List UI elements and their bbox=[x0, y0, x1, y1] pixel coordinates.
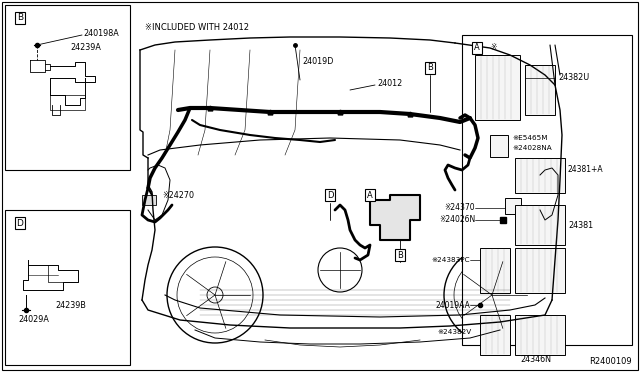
Bar bbox=[142, 195, 156, 205]
Bar bbox=[525, 65, 555, 115]
Text: ※24370: ※24370 bbox=[444, 203, 475, 212]
Bar bbox=[5, 5, 130, 170]
Text: 24029A: 24029A bbox=[18, 315, 49, 324]
Text: ※24270: ※24270 bbox=[162, 190, 194, 199]
Text: B: B bbox=[427, 64, 433, 73]
Text: 24239B: 24239B bbox=[55, 301, 86, 310]
Text: 240198A: 240198A bbox=[83, 29, 119, 38]
Text: ※24028NA: ※24028NA bbox=[512, 145, 552, 151]
Text: ※24383PC: ※24383PC bbox=[431, 257, 470, 263]
Text: 24019D: 24019D bbox=[302, 58, 333, 67]
Text: 24019AA: 24019AA bbox=[435, 301, 470, 310]
Text: ※: ※ bbox=[490, 44, 497, 52]
Text: 24382U: 24382U bbox=[558, 74, 589, 83]
Bar bbox=[515, 248, 565, 293]
Bar bbox=[505, 198, 521, 214]
Text: B: B bbox=[17, 13, 23, 22]
Text: B: B bbox=[397, 250, 403, 260]
Bar bbox=[515, 205, 565, 245]
Text: D: D bbox=[17, 218, 24, 228]
Text: ※INCLUDED WITH 24012: ※INCLUDED WITH 24012 bbox=[145, 23, 249, 32]
Bar bbox=[515, 315, 565, 355]
Text: A: A bbox=[367, 190, 373, 199]
Text: 24012: 24012 bbox=[377, 80, 403, 89]
Bar bbox=[462, 35, 632, 345]
Text: 24381+A: 24381+A bbox=[568, 166, 604, 174]
Text: ※E5465M: ※E5465M bbox=[512, 135, 547, 141]
Bar bbox=[490, 135, 508, 157]
Text: D: D bbox=[327, 190, 333, 199]
Bar bbox=[515, 158, 565, 193]
Text: ※24026N: ※24026N bbox=[439, 215, 475, 224]
Text: 24239A: 24239A bbox=[70, 44, 101, 52]
Bar bbox=[475, 55, 520, 120]
Text: ※24382V: ※24382V bbox=[438, 329, 472, 335]
Bar bbox=[480, 248, 510, 293]
Polygon shape bbox=[370, 195, 420, 240]
Bar bbox=[5, 210, 130, 365]
Text: A: A bbox=[474, 44, 480, 52]
Text: 24346N: 24346N bbox=[520, 356, 551, 365]
Text: R2400109: R2400109 bbox=[589, 357, 632, 366]
Bar bbox=[480, 315, 510, 355]
Text: 24381: 24381 bbox=[568, 221, 593, 230]
